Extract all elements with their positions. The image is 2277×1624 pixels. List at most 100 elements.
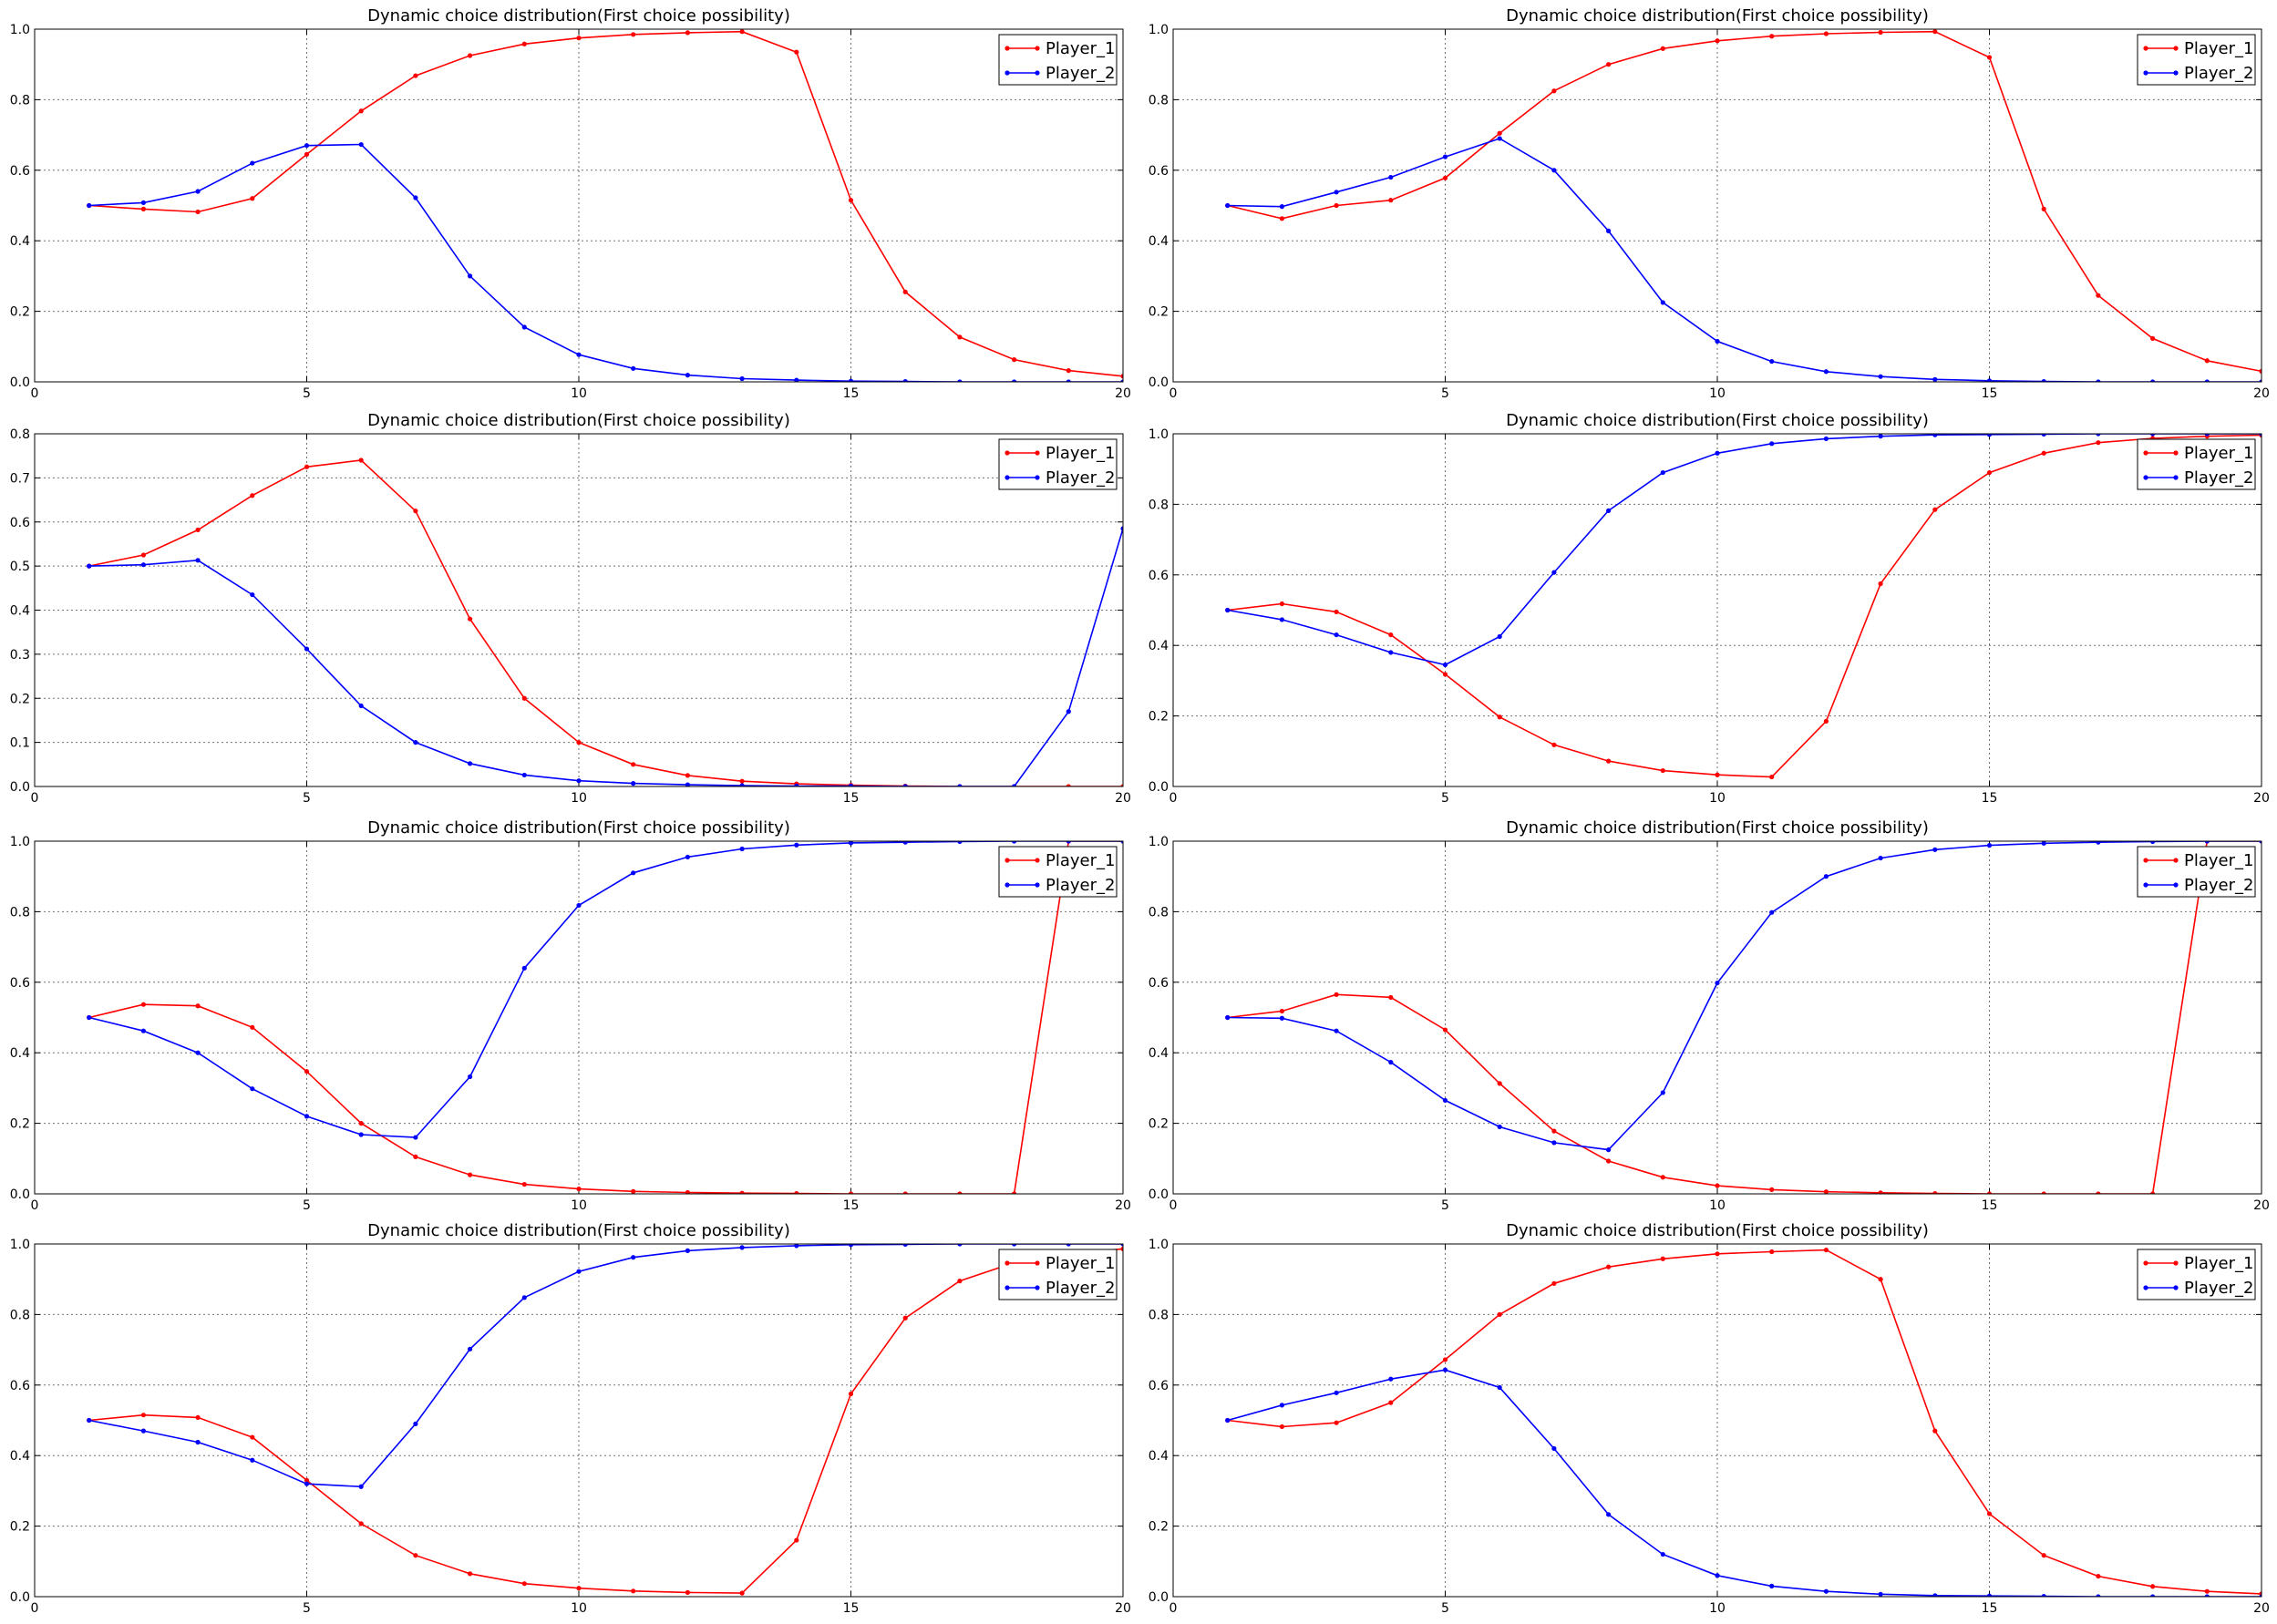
x-tick-label: 10: [571, 791, 587, 806]
y-tick-label: 0.6: [1149, 569, 1169, 583]
y-tick-label: 0.6: [1149, 164, 1169, 179]
player-2-point: [140, 1028, 146, 1033]
x-tick-label: 10: [1709, 1198, 1726, 1213]
x-tick-label: 10: [571, 386, 587, 401]
legend-marker-player-1: [1005, 858, 1010, 863]
player-1-point: [1932, 1428, 1938, 1434]
player-1-point: [794, 49, 799, 55]
player-1-point: [1551, 742, 1557, 747]
legend-box: [998, 438, 1118, 490]
player-2-point: [957, 841, 963, 844]
player-2-point: [2259, 379, 2262, 382]
player-1-point: [1442, 1357, 1448, 1362]
legend-marker-player-2: [2173, 1285, 2179, 1290]
player-1-point: [1334, 992, 1339, 997]
player-2-point: [2150, 434, 2156, 437]
player-1-point: [1606, 1264, 1612, 1269]
player-1-point: [140, 1002, 146, 1007]
player-1-point: [739, 29, 745, 35]
player-1-point: [1334, 609, 1339, 615]
player-1-line: [1227, 841, 2262, 1194]
player-2-point: [1066, 379, 1071, 382]
player-2-point: [902, 1244, 908, 1247]
player-2-point: [2041, 379, 2046, 382]
player-2-point: [1551, 570, 1557, 575]
y-tick-label: 0.4: [10, 1449, 30, 1464]
player-2-point: [631, 870, 636, 876]
y-tick-label: 0.0: [1149, 1187, 1169, 1202]
player-2-point: [1551, 1140, 1557, 1146]
player-1-point: [848, 1191, 854, 1194]
legend-box: [2137, 1249, 2256, 1300]
y-tick-label: 0.6: [10, 1379, 30, 1393]
legend-marker-player-1: [2143, 46, 2148, 51]
player-1-point: [304, 151, 310, 157]
legend-label-player-2: Player_2: [2184, 468, 2253, 488]
player-2-point: [1225, 1417, 1231, 1424]
player-2-point: [794, 377, 799, 382]
player-1-point: [1932, 29, 1938, 35]
player-1-point: [2096, 293, 2101, 298]
player-2-point: [1878, 434, 1883, 439]
player-1-point: [1660, 46, 1665, 51]
player-2-point: [250, 591, 255, 598]
y-tick-label: 0.8: [1149, 905, 1169, 920]
player-2-point: [1932, 434, 1938, 437]
legend-box: [2137, 34, 2256, 86]
player-2-point: [358, 141, 364, 148]
player-2-point: [1986, 843, 1993, 848]
player-2-point: [1279, 617, 1284, 622]
player-2-point: [2204, 379, 2210, 382]
player-1-point: [2204, 1588, 2210, 1594]
legend-box: [998, 1249, 1118, 1300]
player-1-point: [195, 209, 201, 215]
legend-marker-player-1: [1005, 450, 1010, 456]
subplot-5: 0 5 10 15 20 0.0 0.2 0.4 0.6 0.8 1.0 Dynamic choice…: [10, 818, 1131, 1213]
player-2-point: [1120, 1244, 1123, 1247]
player-2-point: [1442, 662, 1448, 668]
player-1-point: [1823, 1247, 1829, 1253]
chart-title: Dynamic choice distribution(First choice…: [1506, 1221, 1929, 1240]
player-1-point: [521, 695, 527, 701]
player-2-point: [1715, 338, 1720, 344]
player-2-point: [1823, 369, 1829, 375]
player-1-point: [1012, 357, 1017, 363]
player-2-point: [1334, 190, 1339, 195]
player-1-point: [1878, 29, 1883, 36]
y-tick-label: 1.0: [1149, 23, 1169, 37]
subplot-3: 0 5 10 15 20 0.0 0.1 0.2 0.3 0.4 0.5 0.6 0.7 0.8 Dynam…: [10, 411, 1131, 806]
player-1-point: [304, 1069, 310, 1074]
x-tick-label: 10: [571, 1198, 587, 1213]
player-2-point: [358, 1132, 364, 1137]
player-2-point: [1066, 709, 1071, 714]
player-2-point: [195, 189, 201, 194]
player-2-point: [739, 1245, 745, 1250]
player-2-point: [1497, 1124, 1502, 1130]
player-1-point: [521, 1581, 527, 1587]
player-1-point: [685, 1589, 691, 1595]
player-1-point: [1606, 1158, 1612, 1164]
player-2-point: [358, 703, 364, 709]
player-2-point: [2096, 1594, 2101, 1597]
player-2-point: [848, 1244, 854, 1248]
player-2-point: [1334, 1028, 1339, 1033]
player-1-point: [2096, 440, 2101, 446]
player-2-point: [1497, 1384, 1502, 1391]
legend-label-player-2: Player_2: [1046, 1279, 1115, 1298]
y-tick-label: 0.0: [10, 1590, 30, 1605]
player-1-point: [2096, 1191, 2101, 1194]
player-1-point: [957, 1279, 963, 1284]
player-1-point: [2150, 1584, 2156, 1589]
player-1-line: [1227, 434, 2262, 778]
player-2-point: [1279, 1403, 1284, 1408]
player-2-point: [468, 1074, 473, 1080]
chart-title: Dynamic choice distribution(First choice…: [367, 818, 790, 838]
legend-marker-player-2: [2173, 475, 2179, 480]
player-2-point: [195, 1439, 201, 1445]
player-1-point: [1932, 1191, 1938, 1194]
legend-marker-player-1: [2173, 450, 2179, 456]
player-1-point: [1823, 31, 1829, 36]
player-1-point: [1986, 55, 1993, 60]
y-tick-label: 0.8: [10, 905, 30, 920]
player-2-point: [1442, 154, 1448, 159]
